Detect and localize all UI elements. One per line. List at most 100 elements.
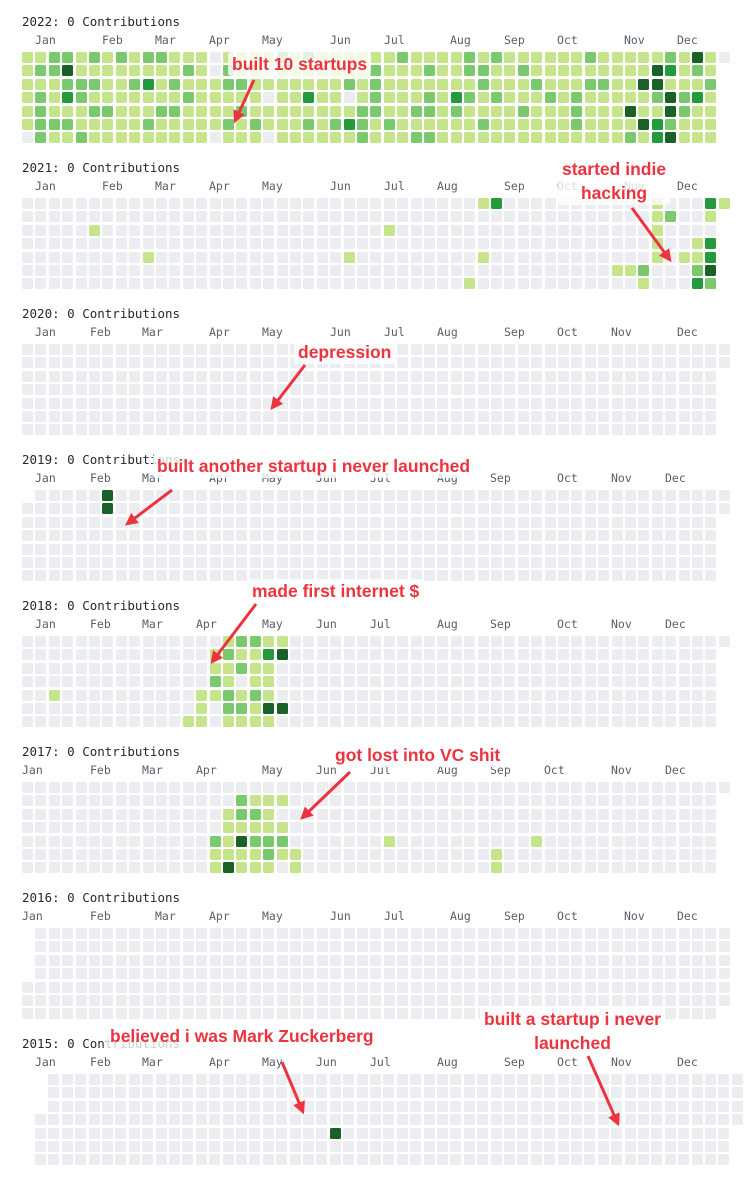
day-cell[interactable] <box>450 995 462 1006</box>
day-cell[interactable] <box>383 1127 395 1139</box>
day-cell[interactable] <box>343 782 355 793</box>
day-cell[interactable] <box>598 808 610 820</box>
day-cell[interactable] <box>357 224 368 236</box>
day-cell[interactable] <box>61 1087 73 1099</box>
day-cell[interactable] <box>651 1074 663 1085</box>
day-cell[interactable] <box>544 1114 556 1126</box>
day-cell[interactable] <box>692 981 703 993</box>
day-cell[interactable] <box>357 649 368 661</box>
day-cell[interactable] <box>705 849 717 860</box>
day-cell[interactable] <box>89 808 100 820</box>
day-cell[interactable] <box>678 503 690 515</box>
day-cell[interactable] <box>692 941 703 953</box>
day-cell[interactable] <box>557 1127 569 1139</box>
day-cell[interactable] <box>625 941 636 953</box>
day-cell[interactable] <box>22 78 33 90</box>
day-cell[interactable] <box>115 636 127 647</box>
day-cell[interactable] <box>464 132 476 144</box>
day-cell[interactable] <box>410 995 422 1006</box>
day-cell[interactable] <box>276 370 288 382</box>
day-cell[interactable] <box>611 344 623 355</box>
day-cell[interactable] <box>544 65 556 77</box>
day-cell[interactable] <box>396 1100 408 1112</box>
day-cell[interactable] <box>276 278 288 290</box>
day-cell[interactable] <box>35 835 47 847</box>
day-cell[interactable] <box>22 703 33 714</box>
day-cell[interactable] <box>75 676 87 688</box>
day-cell[interactable] <box>62 92 74 104</box>
day-cell[interactable] <box>89 530 100 542</box>
day-cell[interactable] <box>584 968 596 980</box>
day-cell[interactable] <box>598 119 610 130</box>
day-cell[interactable] <box>477 808 489 820</box>
day-cell[interactable] <box>129 822 141 834</box>
day-cell[interactable] <box>156 211 167 223</box>
day-cell[interactable] <box>678 211 690 223</box>
day-cell[interactable] <box>450 516 462 528</box>
day-cell[interactable] <box>303 662 315 674</box>
day-cell[interactable] <box>370 1127 381 1139</box>
day-cell[interactable] <box>196 557 208 568</box>
day-cell[interactable] <box>343 397 355 409</box>
day-cell[interactable] <box>223 1008 234 1020</box>
day-cell[interactable] <box>531 78 543 90</box>
day-cell[interactable] <box>410 530 422 542</box>
day-cell[interactable] <box>410 92 422 104</box>
day-cell[interactable] <box>142 490 154 501</box>
day-cell[interactable] <box>223 543 234 555</box>
day-cell[interactable] <box>276 251 288 263</box>
day-cell[interactable] <box>383 516 395 528</box>
day-cell[interactable] <box>62 835 74 847</box>
day-cell[interactable] <box>303 198 315 209</box>
day-cell[interactable] <box>209 782 221 793</box>
day-cell[interactable] <box>692 862 703 874</box>
day-cell[interactable] <box>450 822 462 834</box>
day-cell[interactable] <box>48 795 60 807</box>
day-cell[interactable] <box>249 370 261 382</box>
day-cell[interactable] <box>625 862 636 874</box>
day-cell[interactable] <box>397 251 409 263</box>
day-cell[interactable] <box>651 119 663 130</box>
day-cell[interactable] <box>209 198 221 209</box>
day-cell[interactable] <box>329 1114 341 1126</box>
day-cell[interactable] <box>142 92 154 104</box>
day-cell[interactable] <box>705 808 717 820</box>
day-cell[interactable] <box>665 795 677 807</box>
day-cell[interactable] <box>48 224 60 236</box>
day-cell[interactable] <box>156 954 167 966</box>
day-cell[interactable] <box>705 782 717 793</box>
day-cell[interactable] <box>35 636 47 647</box>
day-cell[interactable] <box>115 703 127 714</box>
day-cell[interactable] <box>665 822 677 834</box>
day-cell[interactable] <box>209 795 221 807</box>
day-cell[interactable] <box>22 995 33 1006</box>
day-cell[interactable] <box>504 795 516 807</box>
day-cell[interactable] <box>196 490 208 501</box>
day-cell[interactable] <box>504 278 516 290</box>
day-cell[interactable] <box>598 344 610 355</box>
day-cell[interactable] <box>410 503 422 515</box>
day-cell[interactable] <box>731 1114 743 1126</box>
day-cell[interactable] <box>102 676 114 688</box>
day-cell[interactable] <box>196 822 208 834</box>
day-cell[interactable] <box>665 636 677 647</box>
day-cell[interactable] <box>544 278 556 290</box>
day-cell[interactable] <box>651 1100 663 1112</box>
day-cell[interactable] <box>35 795 47 807</box>
day-cell[interactable] <box>410 662 422 674</box>
day-cell[interactable] <box>705 981 717 993</box>
day-cell[interactable] <box>517 344 529 355</box>
day-cell[interactable] <box>89 849 100 860</box>
day-cell[interactable] <box>705 65 717 77</box>
day-cell[interactable] <box>22 1008 33 1020</box>
day-cell[interactable] <box>584 344 596 355</box>
day-cell[interactable] <box>343 411 355 422</box>
day-cell[interactable] <box>276 238 288 250</box>
day-cell[interactable] <box>156 928 167 939</box>
day-cell[interactable] <box>276 941 288 953</box>
day-cell[interactable] <box>330 211 342 223</box>
day-cell[interactable] <box>598 238 610 250</box>
day-cell[interactable] <box>624 1074 636 1085</box>
day-cell[interactable] <box>517 928 529 939</box>
day-cell[interactable] <box>491 344 502 355</box>
